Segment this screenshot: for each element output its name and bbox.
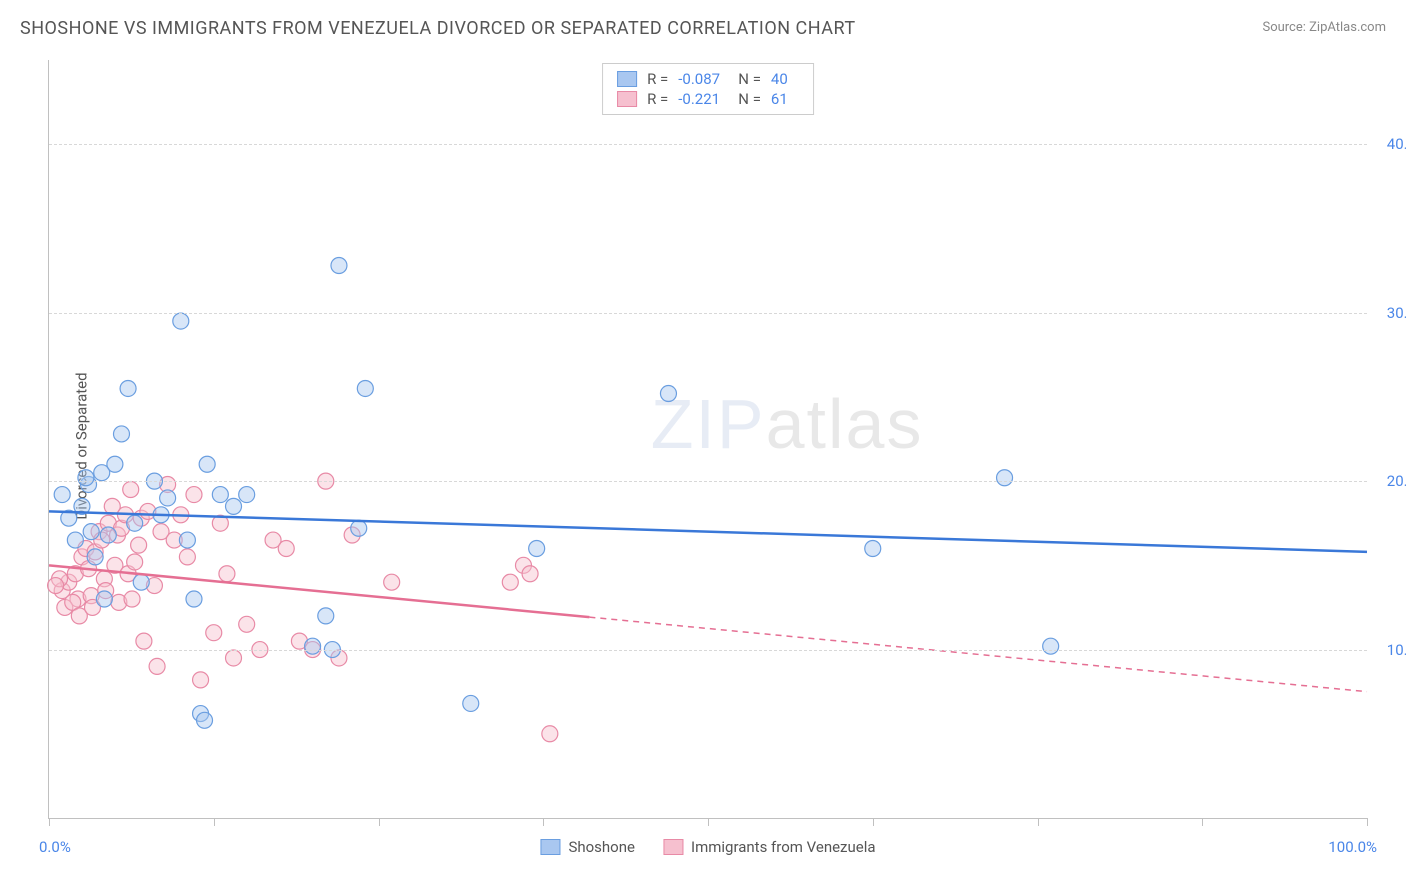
legend-bottom-item: Shoshone [540, 838, 635, 856]
legend-n-value: 61 [771, 90, 799, 108]
scatter-point [865, 540, 881, 556]
scatter-point [127, 515, 143, 531]
scatter-point [660, 386, 676, 402]
scatter-point [87, 549, 103, 565]
legend-swatch [617, 91, 637, 107]
grid-line [49, 313, 1367, 314]
scatter-point [149, 658, 165, 674]
x-axis-label-min: 0.0% [39, 838, 71, 856]
scatter-point [226, 498, 242, 514]
legend-swatch [540, 839, 560, 855]
legend-r-label: R = [647, 90, 668, 108]
scatter-point [212, 487, 228, 503]
legend-bottom-label: Immigrants from Venezuela [691, 838, 876, 856]
scatter-point [197, 712, 213, 728]
scatter-point [384, 574, 400, 590]
legend-n-value: 40 [771, 70, 799, 88]
legend-top: R = -0.087 N = 40 R = -0.221 N = 61 [602, 63, 814, 115]
scatter-point [179, 549, 195, 565]
grid-line [49, 481, 1367, 482]
scatter-point [67, 532, 83, 548]
scatter-point [219, 566, 235, 582]
scatter-point [186, 487, 202, 503]
scatter-svg [49, 60, 1367, 818]
legend-r-value: -0.221 [678, 90, 728, 108]
legend-r-value: -0.087 [678, 70, 728, 88]
scatter-point [997, 470, 1013, 486]
x-tick [214, 818, 215, 826]
legend-swatch [617, 71, 637, 87]
scatter-point [133, 574, 149, 590]
scatter-point [463, 695, 479, 711]
source-label: Source: ZipAtlas.com [1262, 20, 1386, 35]
scatter-point [278, 540, 294, 556]
legend-bottom-item: Immigrants from Venezuela [663, 838, 876, 856]
legend-top-row: R = -0.221 N = 61 [617, 89, 799, 109]
x-tick [379, 818, 380, 826]
chart-title: SHOSHONE VS IMMIGRANTS FROM VENEZUELA DI… [20, 18, 856, 39]
x-tick [873, 818, 874, 826]
grid-line [49, 144, 1367, 145]
scatter-point [357, 380, 373, 396]
x-tick [708, 818, 709, 826]
x-axis-label-max: 100.0% [1328, 838, 1377, 856]
scatter-point [48, 578, 64, 594]
legend-swatch [663, 839, 683, 855]
trend-line-dashed [589, 617, 1367, 692]
scatter-point [78, 470, 94, 486]
scatter-point [113, 426, 129, 442]
legend-n-label: N = [738, 90, 761, 108]
x-tick [1367, 818, 1368, 826]
scatter-point [173, 313, 189, 329]
scatter-point [100, 527, 116, 543]
plot-area: ZIPatlas R =-0.087N =40R =-0.221N =61 Sh… [48, 60, 1367, 819]
scatter-point [186, 591, 202, 607]
scatter-point [136, 633, 152, 649]
y-tick-label: 20.0% [1387, 472, 1406, 490]
x-tick [1038, 818, 1039, 826]
scatter-point [542, 726, 558, 742]
scatter-point [120, 380, 136, 396]
scatter-point [179, 532, 195, 548]
scatter-point [54, 487, 70, 503]
scatter-point [96, 591, 112, 607]
x-tick [1202, 818, 1203, 826]
scatter-point [1043, 638, 1059, 654]
scatter-point [351, 520, 367, 536]
legend-top-row: R = -0.087 N = 40 [617, 69, 799, 89]
scatter-point [107, 456, 123, 472]
scatter-point [124, 591, 140, 607]
grid-line [49, 650, 1367, 651]
legend-bottom-label: Shoshone [568, 838, 635, 856]
x-tick [543, 818, 544, 826]
y-tick-label: 30.0% [1387, 304, 1406, 322]
legend-n-label: N = [738, 70, 761, 88]
scatter-point [305, 638, 321, 654]
scatter-point [239, 487, 255, 503]
scatter-point [206, 625, 222, 641]
scatter-point [529, 540, 545, 556]
scatter-point [160, 490, 176, 506]
scatter-point [226, 650, 242, 666]
scatter-point [193, 672, 209, 688]
x-tick [49, 818, 50, 826]
scatter-point [331, 258, 347, 274]
legend-r-label: R = [647, 70, 668, 88]
chart-container: SHOSHONE VS IMMIGRANTS FROM VENEZUELA DI… [0, 0, 1406, 892]
scatter-point [127, 554, 143, 570]
legend-bottom: Shoshone Immigrants from Venezuela [540, 838, 875, 856]
y-tick-label: 40.0% [1387, 135, 1406, 153]
scatter-point [199, 456, 215, 472]
scatter-point [131, 537, 147, 553]
scatter-point [123, 482, 139, 498]
scatter-point [83, 524, 99, 540]
scatter-point [318, 608, 334, 624]
trend-line [49, 511, 1367, 551]
scatter-point [239, 616, 255, 632]
scatter-point [522, 566, 538, 582]
scatter-point [502, 574, 518, 590]
y-tick-label: 10.0% [1387, 641, 1406, 659]
